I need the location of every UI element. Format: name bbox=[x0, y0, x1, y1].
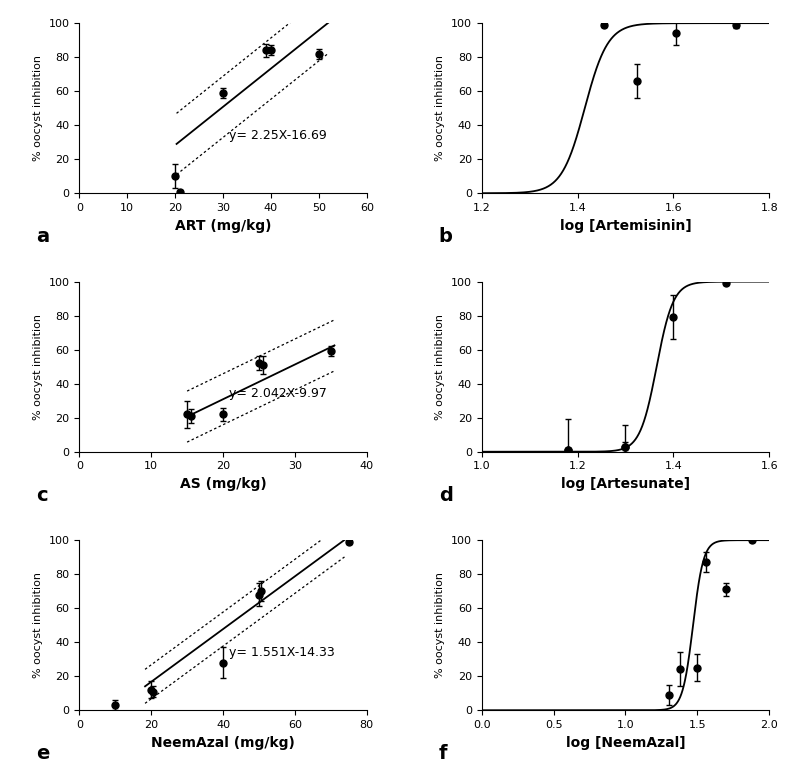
Y-axis label: % oocyst inhibition: % oocyst inhibition bbox=[33, 313, 43, 420]
Text: c: c bbox=[36, 486, 48, 505]
X-axis label: NeemAzal (mg/kg): NeemAzal (mg/kg) bbox=[151, 736, 295, 750]
Text: d: d bbox=[439, 486, 453, 505]
X-axis label: ART (mg/kg): ART (mg/kg) bbox=[174, 218, 271, 232]
X-axis label: log [NeemAzal]: log [NeemAzal] bbox=[565, 736, 685, 750]
Y-axis label: % oocyst inhibition: % oocyst inhibition bbox=[435, 55, 446, 161]
Text: f: f bbox=[439, 744, 447, 764]
Text: e: e bbox=[36, 744, 49, 764]
Text: y= 2.25X-16.69: y= 2.25X-16.69 bbox=[229, 129, 327, 142]
Y-axis label: % oocyst inhibition: % oocyst inhibition bbox=[33, 572, 43, 679]
Y-axis label: % oocyst inhibition: % oocyst inhibition bbox=[33, 55, 43, 161]
Y-axis label: % oocyst inhibition: % oocyst inhibition bbox=[435, 313, 446, 420]
Text: b: b bbox=[439, 227, 453, 246]
X-axis label: AS (mg/kg): AS (mg/kg) bbox=[180, 477, 266, 491]
Y-axis label: % oocyst inhibition: % oocyst inhibition bbox=[435, 572, 446, 679]
X-axis label: log [Artesunate]: log [Artesunate] bbox=[561, 477, 690, 491]
Text: a: a bbox=[36, 227, 49, 246]
X-axis label: log [Artemisinin]: log [Artemisinin] bbox=[560, 218, 691, 232]
Text: y= 2.042X-9.97: y= 2.042X-9.97 bbox=[229, 388, 327, 401]
Text: y= 1.551X-14.33: y= 1.551X-14.33 bbox=[229, 646, 335, 659]
